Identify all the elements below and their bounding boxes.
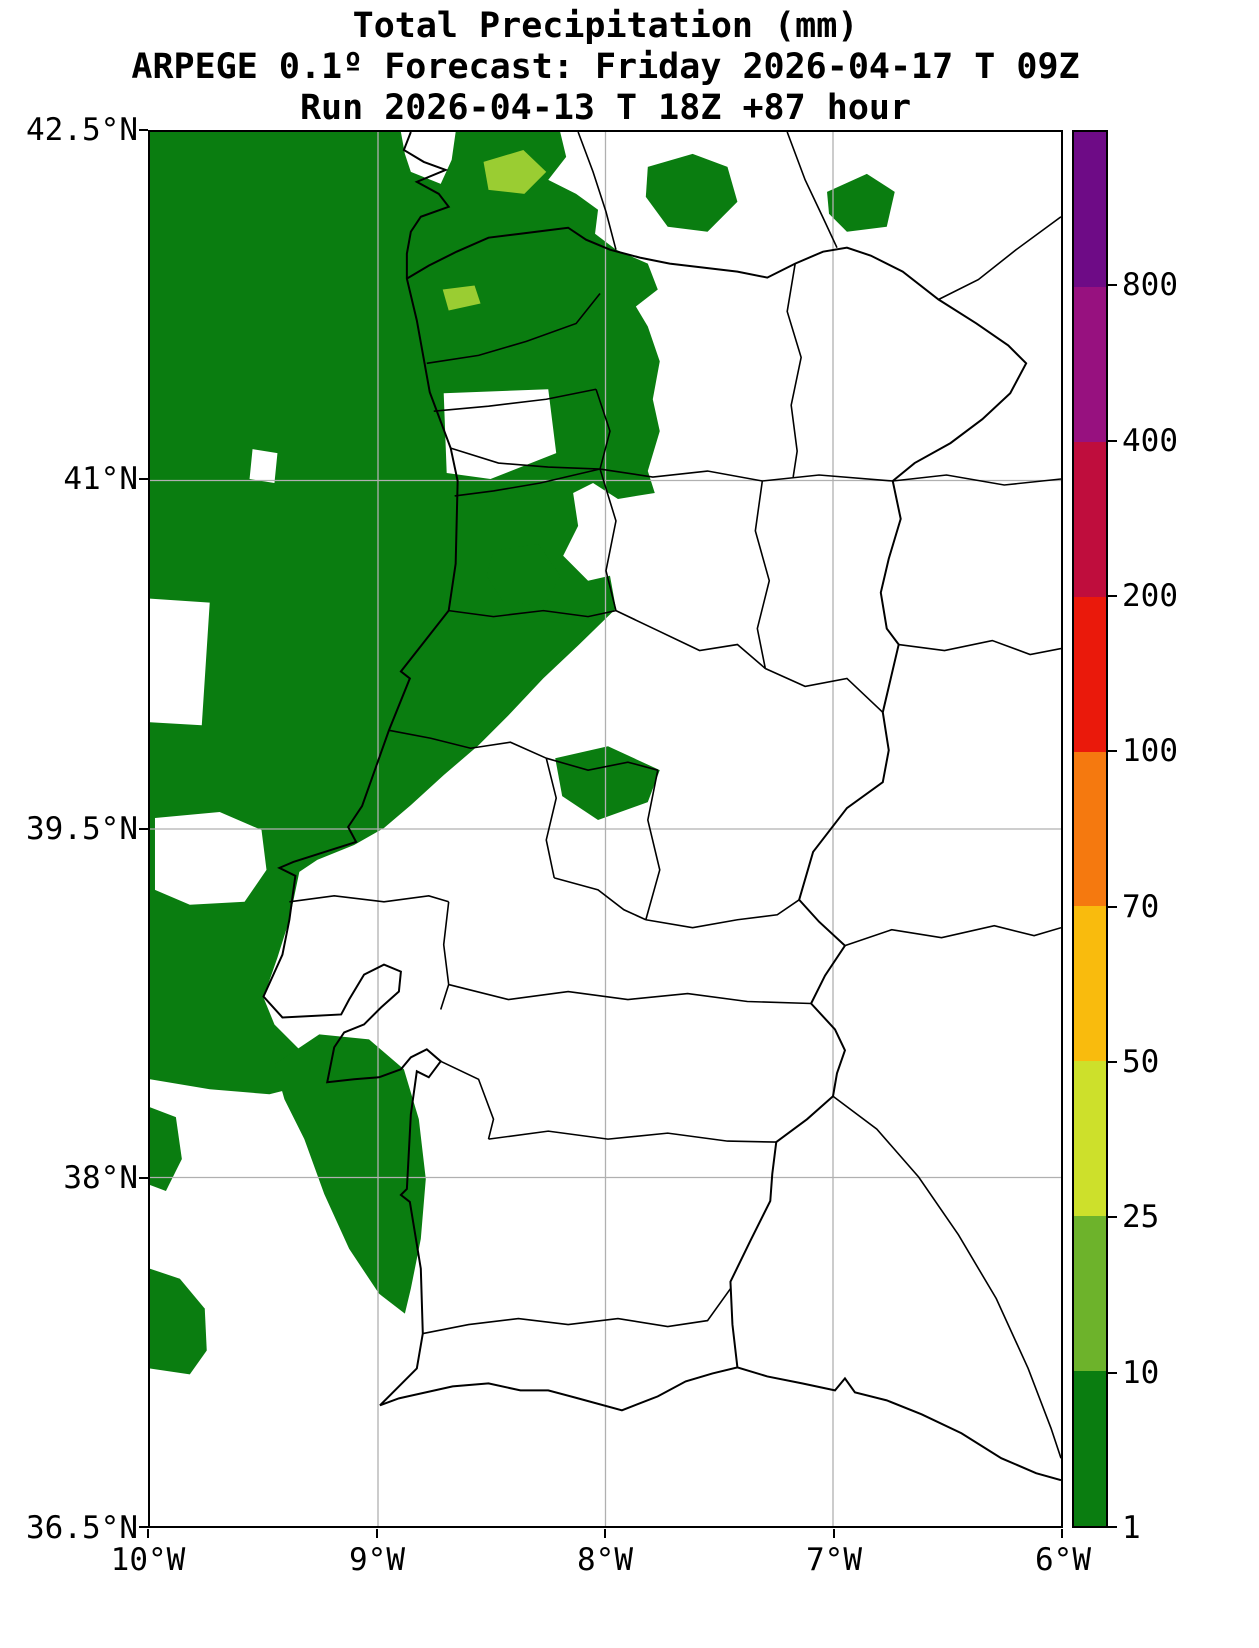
colorbar-label: 25	[1122, 1199, 1160, 1235]
precip-patch-central-interior	[555, 746, 660, 821]
portugal-spain-border	[406, 226, 1028, 1368]
colorbar-tick	[1108, 1372, 1117, 1374]
spain-province-boundaries	[577, 132, 1061, 1459]
axis-tick	[376, 1529, 378, 1538]
colorbar-tick	[1108, 750, 1117, 752]
lon-tick-label: 9°W	[349, 1542, 405, 1578]
boundaries	[262, 132, 1061, 1482]
colorbar-label: 800	[1122, 267, 1178, 303]
axis-tick	[139, 1526, 148, 1528]
colorbar-segment-1-10	[1074, 1371, 1106, 1527]
lon-tick-label: 6°W	[1035, 1542, 1091, 1578]
title-line-2: ARPEGE 0.1º Forecast: Friday 2026-04-17 …	[131, 47, 1080, 87]
portugal-district-boundaries	[289, 263, 893, 1335]
colorbar-tick	[1108, 440, 1117, 442]
colorbar-segment-400-800	[1074, 286, 1106, 442]
colorbar-tick	[1108, 906, 1117, 908]
axis-tick	[139, 129, 148, 131]
axis-tick	[139, 1177, 148, 1179]
axis-tick	[147, 1529, 149, 1538]
colorbar-segment-200-400	[1074, 441, 1106, 597]
map-axes	[148, 130, 1063, 1528]
lat-tick-label: 39.5°N	[26, 811, 138, 847]
colorbar-label: 200	[1122, 578, 1178, 614]
lat-tick-label: 38°N	[63, 1160, 138, 1196]
precip-area-west-offshore-small	[150, 1107, 182, 1191]
precip-patch-10-25mm-coast	[442, 285, 481, 311]
colorbar-segment-25-50	[1074, 1061, 1106, 1217]
colorbar-segment-10-25	[1074, 1216, 1106, 1372]
precip-patch-viseu	[486, 543, 561, 607]
title-line-1: Total Precipitation (mm)	[352, 6, 859, 46]
colorbar-label: 50	[1122, 1044, 1160, 1080]
colorbar-tick	[1108, 284, 1117, 286]
colorbar-tick	[1108, 1216, 1117, 1218]
colorbar-label: 10	[1122, 1355, 1160, 1391]
precip-area-setubal-coast	[274, 1034, 426, 1314]
colorbar-label: 1	[1122, 1510, 1141, 1546]
precip-patch-10-25mm-north	[483, 149, 547, 194]
colorbar-tick	[1108, 595, 1117, 597]
colorbar-label: 400	[1122, 423, 1178, 459]
lat-tick-label: 36.5°N	[26, 1510, 138, 1546]
colorbar-tick	[1108, 1061, 1117, 1063]
title-line-3: Run 2026-04-13 T 18Z +87 hour	[299, 88, 912, 128]
colorbar-segment-70-100	[1074, 751, 1106, 907]
colorbar-label: 100	[1122, 733, 1178, 769]
colorbar-tick	[1108, 1526, 1117, 1528]
axis-tick	[139, 828, 148, 830]
figure-title-block: Total Precipitation (mm) ARPEGE 0.1º For…	[100, 6, 1111, 129]
colorbar-label: 70	[1122, 889, 1160, 925]
lat-tick-label: 41°N	[63, 461, 138, 497]
precipitation-shading	[150, 132, 895, 1375]
axis-tick	[604, 1529, 606, 1538]
lon-tick-label: 8°W	[577, 1542, 633, 1578]
colorbar-segment-100-200	[1074, 596, 1106, 752]
colorbar-segment-50-70	[1074, 906, 1106, 1062]
axis-tick	[1061, 1529, 1063, 1538]
colorbar	[1072, 130, 1108, 1528]
precip-area-southwest-offshore	[150, 1268, 207, 1375]
lat-tick-label: 42.5°N	[26, 112, 138, 148]
graticule	[150, 132, 1061, 1526]
precip-area-atlantic-north-portugal	[150, 132, 660, 1095]
lon-tick-label: 7°W	[806, 1542, 862, 1578]
map-svg	[150, 132, 1061, 1526]
precip-patch-tras-os-montes	[827, 173, 895, 232]
axis-tick	[139, 478, 148, 480]
precip-patch-galicia	[645, 153, 738, 232]
axis-tick	[833, 1529, 835, 1538]
colorbar-segment-gt-800	[1074, 132, 1106, 287]
lon-tick-label: 10°W	[110, 1542, 186, 1578]
